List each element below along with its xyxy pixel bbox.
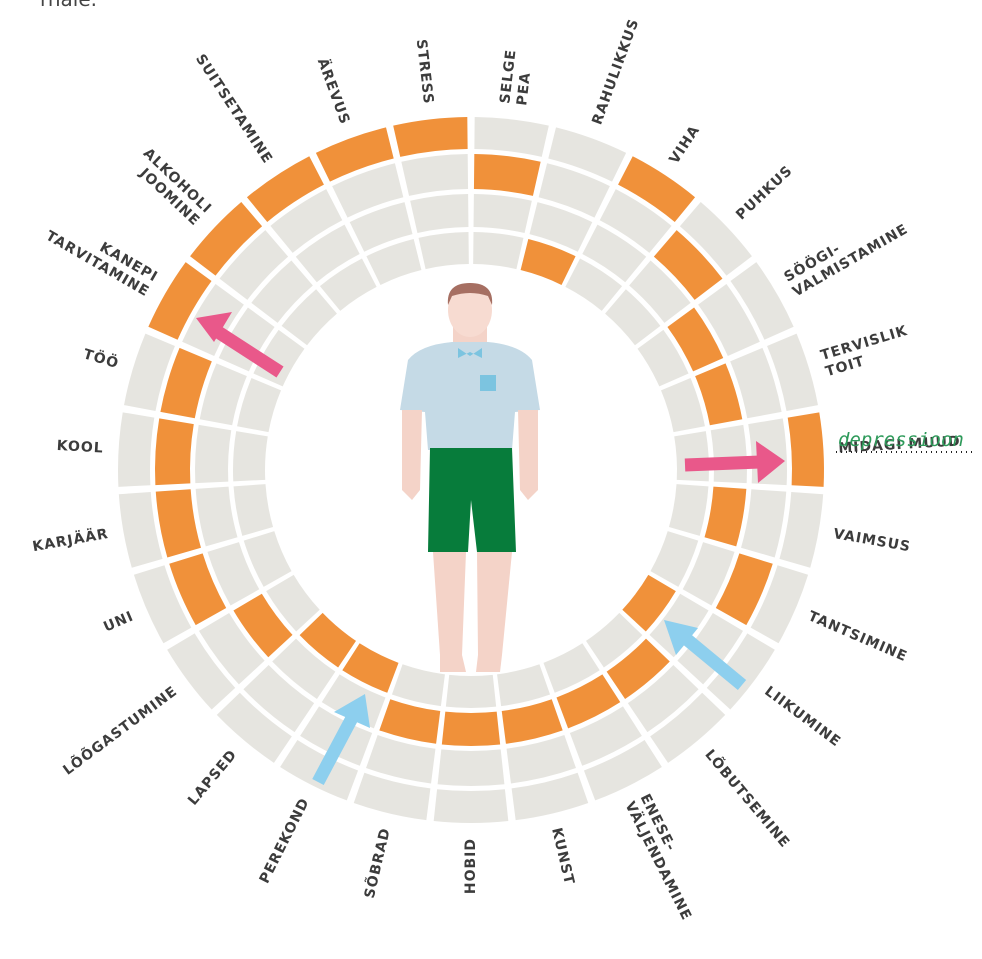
segment-label: KUNST [548, 826, 577, 886]
cell [401, 154, 468, 196]
segment-label: STRESS [413, 38, 436, 105]
segment-label: LÕBUTSEMINE [701, 745, 794, 851]
segment-label: KOOL [56, 438, 104, 457]
segment-label: PUHKUS [733, 163, 796, 224]
cell [474, 194, 532, 233]
cell [473, 232, 523, 269]
highlight-cell [442, 712, 500, 746]
cell [237, 378, 281, 432]
segment-label: TÖÖ [81, 344, 121, 372]
segment-label: VIHA [667, 123, 704, 167]
wheel-diagram: rnale. SELGEPEARAHULIKKUSVIHAPUHKUSSÖÖGI… [0, 0, 982, 959]
cell [779, 492, 823, 568]
cell [392, 664, 445, 706]
highlight-cell [379, 699, 440, 744]
cell [711, 425, 747, 483]
highlight-cell [393, 117, 467, 157]
segment-label: HOBID [463, 838, 479, 894]
segment-label: SUITSETAMINE [192, 52, 275, 167]
top-text: rnale. [40, 0, 97, 11]
cell [661, 378, 705, 432]
segment-label: LÕÕGASTUMINE [59, 682, 180, 779]
segment-label: ÄREVUS [314, 56, 354, 127]
cell [195, 425, 231, 483]
segment-label: PEREKOND [257, 795, 313, 886]
cell [438, 749, 505, 786]
cell [410, 194, 468, 233]
cell [446, 675, 496, 708]
highlight-cell [156, 489, 201, 557]
segment-label: LAPSED [185, 747, 241, 809]
segment-label: TERVISLIK [819, 323, 910, 364]
cell [669, 484, 708, 536]
segment-label: LIIKUMINE [761, 683, 843, 750]
cell [507, 735, 576, 783]
cell [366, 735, 435, 783]
segment-label: PEA [514, 71, 534, 106]
cell [118, 412, 154, 486]
cell [233, 431, 268, 481]
highlight-cell [705, 487, 747, 547]
segment-label: VAIMSUS [832, 526, 912, 555]
segment-label: SÕBRAD [360, 826, 394, 900]
cell [119, 492, 163, 568]
cell [674, 431, 709, 481]
cell [434, 789, 509, 823]
annotation: depressioon [838, 429, 964, 451]
highlight-cell [155, 418, 194, 485]
segment-label: KARJÄÄR [31, 525, 110, 555]
cell [474, 117, 548, 157]
highlight-cell [788, 412, 824, 486]
cell [741, 489, 786, 557]
cell [497, 664, 550, 706]
cell [419, 232, 469, 269]
cell [234, 484, 273, 536]
person-figure [400, 283, 540, 672]
segment-label: TANTSIMINE [806, 608, 910, 665]
cell [196, 487, 238, 547]
highlight-cell [502, 699, 563, 744]
segment-label: UNI [101, 608, 136, 635]
segment-label: RAHULIKKUS [589, 16, 642, 126]
highlight-cell [474, 154, 541, 196]
